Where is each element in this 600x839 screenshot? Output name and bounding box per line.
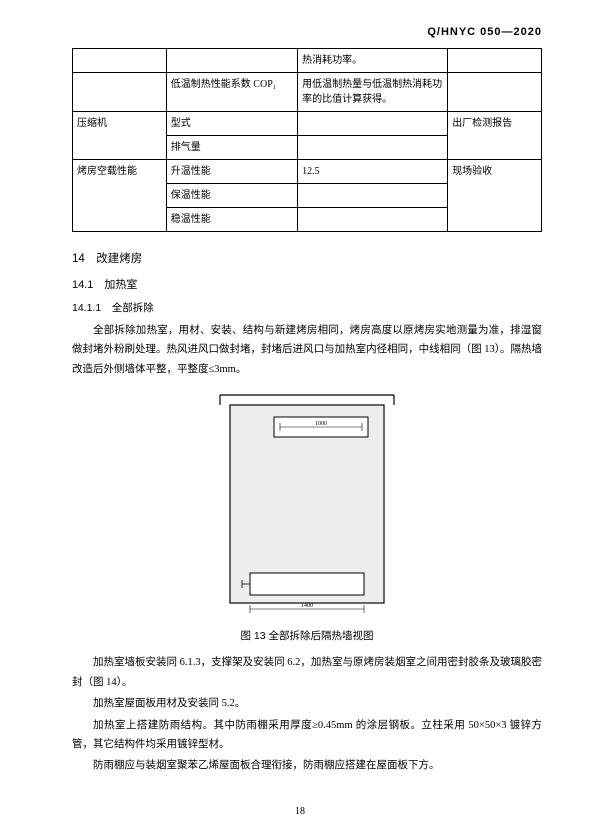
doc-id: Q/HNYC 050—2020 bbox=[72, 26, 542, 38]
dim-top-label: 1000 bbox=[315, 421, 327, 427]
paragraph: 加热室上搭建防雨结构。其中防雨棚采用厚度≥0.45mm 的涂层钢板。立柱采用 5… bbox=[72, 716, 542, 755]
table-row: 烤房空载性能 升温性能 12.5 现场验收 bbox=[73, 160, 542, 184]
paragraph: 加热室屋面板用材及安装同 5.2。 bbox=[72, 694, 542, 713]
page-number: 18 bbox=[0, 806, 600, 817]
dim-bottom-label: 1400 bbox=[301, 603, 313, 609]
table-row: 热消耗功率。 bbox=[73, 49, 542, 73]
figure-13-caption: 图 13 全部拆除后隔热墙视图 bbox=[72, 628, 542, 643]
table-row: 压缩机 型式 出厂检测报告 bbox=[73, 112, 542, 136]
heading-14-1: 14.1 加热室 bbox=[72, 276, 542, 292]
paragraph: 加热室墙板安装同 6.1.3，支撑架及安装同 6.2，加热室与原烤房装烟室之间用… bbox=[72, 653, 542, 692]
paragraph: 防雨棚应与装烟室聚苯乙烯屋面板合理衔接，防雨棚应搭建在屋面板下方。 bbox=[72, 756, 542, 775]
figure-13: 1000 1400 bbox=[72, 387, 542, 620]
paragraph: 全部拆除加热室，用材、安装、结构与新建烤房相同，烤房高度以原烤房实地测量为准，排… bbox=[72, 321, 542, 379]
heading-14: 14 改建烤房 bbox=[72, 250, 542, 266]
heading-14-1-1: 14.1.1 全部拆除 bbox=[72, 300, 542, 315]
table-row: 低温制热性能系数 COP₁ 用低温制热量与低温制热消耗功率的比值计算获得。 bbox=[73, 73, 542, 112]
spec-table: 热消耗功率。 低温制热性能系数 COP₁ 用低温制热量与低温制热消耗功率的比值计… bbox=[72, 48, 542, 232]
